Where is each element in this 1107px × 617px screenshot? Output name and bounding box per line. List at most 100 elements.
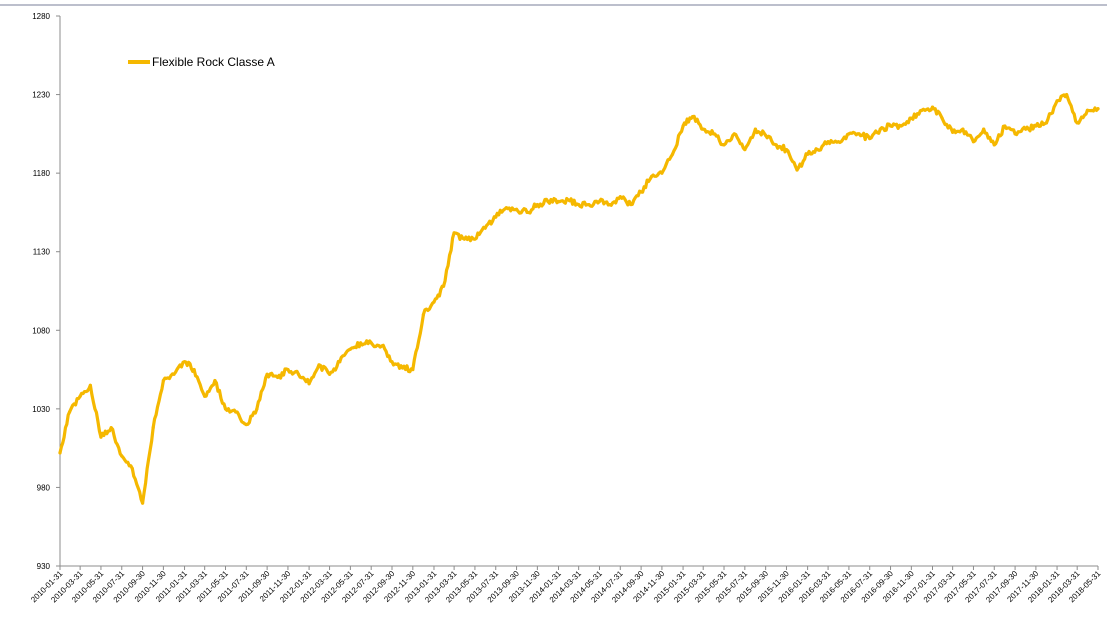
data-point bbox=[743, 147, 747, 152]
data-point bbox=[348, 347, 352, 351]
data-point bbox=[722, 143, 726, 147]
data-point bbox=[826, 140, 830, 144]
data-point bbox=[753, 127, 758, 131]
data-point bbox=[878, 127, 882, 131]
data-point bbox=[1096, 107, 1100, 111]
data-point bbox=[140, 501, 145, 505]
data-point bbox=[223, 407, 228, 411]
data-point bbox=[930, 105, 935, 109]
data-point bbox=[359, 341, 363, 345]
data-point bbox=[868, 136, 872, 141]
data-point bbox=[732, 132, 736, 136]
data-point bbox=[577, 202, 581, 207]
data-point bbox=[130, 466, 134, 471]
data-point bbox=[711, 132, 716, 136]
data-point bbox=[618, 195, 622, 199]
y-tick-label: 930 bbox=[37, 562, 51, 571]
data-point bbox=[909, 116, 913, 120]
data-point bbox=[462, 237, 466, 241]
data-point bbox=[255, 407, 259, 411]
data-point bbox=[951, 130, 955, 134]
data-point bbox=[234, 410, 238, 414]
data-point bbox=[452, 231, 456, 235]
data-point bbox=[920, 108, 924, 112]
data-point bbox=[764, 133, 768, 138]
data-point bbox=[597, 199, 602, 204]
data-point bbox=[327, 372, 332, 376]
legend-label: Flexible Rock Classe A bbox=[152, 55, 275, 69]
data-point bbox=[1034, 124, 1038, 128]
data-point bbox=[182, 360, 187, 364]
data-point bbox=[982, 127, 986, 131]
data-point bbox=[629, 202, 633, 207]
data-point bbox=[1013, 132, 1017, 136]
data-point bbox=[774, 143, 778, 147]
data-point bbox=[1055, 99, 1059, 103]
data-point bbox=[514, 207, 519, 211]
y-axis: 930 980 1030 1080 1130 1180 1230 1280 bbox=[32, 12, 61, 571]
data-point bbox=[99, 435, 103, 439]
data-point bbox=[795, 168, 799, 172]
data-point bbox=[432, 300, 436, 304]
data-point bbox=[504, 206, 508, 210]
data-point bbox=[244, 422, 248, 427]
data-point bbox=[888, 124, 893, 128]
data-point bbox=[483, 226, 487, 230]
data-point bbox=[88, 383, 92, 387]
data-point bbox=[1075, 121, 1079, 125]
data-point bbox=[1003, 124, 1007, 128]
data-point bbox=[806, 152, 810, 156]
y-tick-label: 980 bbox=[37, 483, 51, 492]
data-point bbox=[421, 312, 425, 317]
data-point bbox=[535, 202, 539, 207]
data-point bbox=[203, 394, 207, 398]
data-point bbox=[1065, 92, 1069, 97]
data-point bbox=[192, 367, 196, 372]
data-point bbox=[940, 116, 944, 120]
y-tick-label: 1030 bbox=[32, 405, 50, 414]
y-tick-label: 1080 bbox=[32, 326, 50, 335]
data-point bbox=[1044, 121, 1049, 125]
data-point bbox=[67, 410, 72, 414]
data-point bbox=[317, 363, 321, 367]
data-point bbox=[441, 284, 446, 288]
data-point bbox=[1024, 127, 1028, 131]
data-point bbox=[587, 202, 591, 207]
data-point bbox=[556, 199, 561, 204]
data-point bbox=[380, 344, 384, 348]
x-axis: 2010-01-312010-03-312010-05-312010-07-31… bbox=[29, 565, 1103, 604]
data-point bbox=[566, 198, 570, 202]
data-point bbox=[971, 140, 976, 144]
data-point bbox=[650, 174, 654, 178]
data-point bbox=[639, 190, 643, 194]
data-point bbox=[400, 366, 405, 370]
data-point bbox=[172, 372, 176, 376]
data-point bbox=[494, 215, 498, 219]
series-line-flexible-rock-classe-a bbox=[58, 92, 1100, 505]
data-point bbox=[608, 202, 612, 207]
data-point bbox=[58, 451, 62, 455]
data-point bbox=[1085, 108, 1090, 112]
data-point bbox=[109, 426, 113, 430]
data-point bbox=[899, 124, 903, 128]
y-tick-label: 1180 bbox=[33, 169, 51, 178]
data-point bbox=[161, 378, 165, 383]
legend: Flexible Rock Classe A bbox=[128, 55, 275, 69]
data-point bbox=[286, 367, 290, 372]
y-tick-label: 1130 bbox=[33, 248, 51, 257]
data-point bbox=[525, 210, 529, 215]
series-layer bbox=[58, 92, 1100, 505]
data-point bbox=[120, 454, 124, 458]
data-point bbox=[836, 140, 840, 144]
data-point bbox=[265, 372, 269, 376]
data-point bbox=[78, 394, 82, 398]
data-point bbox=[784, 147, 789, 152]
data-point bbox=[670, 152, 675, 156]
data-point bbox=[992, 143, 996, 147]
data-point bbox=[815, 147, 820, 152]
data-point bbox=[151, 426, 155, 430]
data-point bbox=[961, 127, 965, 131]
data-point bbox=[296, 372, 301, 376]
data-point bbox=[276, 375, 280, 380]
